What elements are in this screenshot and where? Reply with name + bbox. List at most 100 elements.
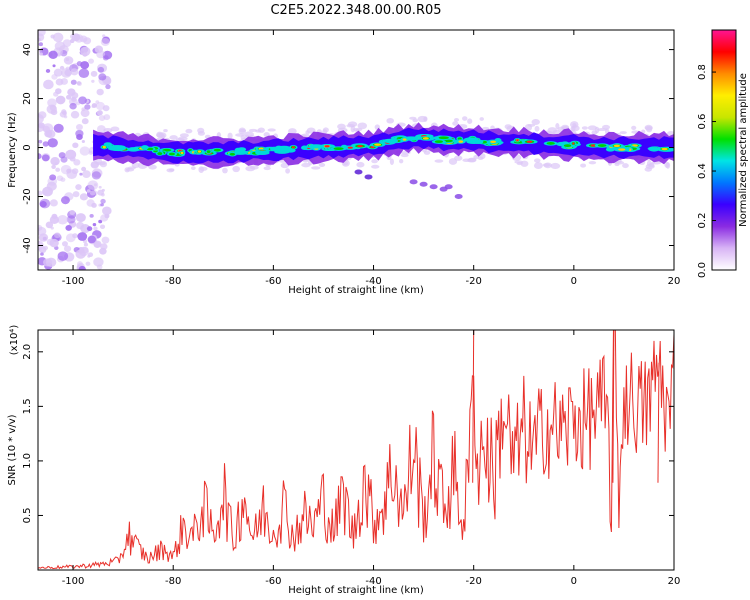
halo-blob — [311, 166, 321, 170]
noise-blob — [50, 109, 58, 116]
halo-blob — [95, 161, 106, 166]
halo-blob — [227, 132, 233, 140]
noise-blob — [71, 168, 79, 175]
noise-blob — [40, 252, 44, 256]
halo-blob — [318, 162, 326, 168]
colorbar: 0.0 0.2 0.4 0.6 0.8 Normalized spectral ampl… — [697, 29, 749, 278]
snr-peak — [612, 330, 615, 483]
y-tick-label: 40 — [22, 43, 33, 56]
colorbar-ticks: 0.0 0.2 0.4 0.6 0.8 — [697, 64, 716, 278]
band-core — [111, 145, 126, 150]
noise-blob — [76, 221, 85, 230]
noise-blob — [89, 190, 96, 196]
x-tick-label: -20 — [466, 576, 482, 587]
halo-blob — [232, 165, 240, 173]
band-core — [291, 146, 295, 149]
halo-blob — [163, 128, 168, 133]
noise-blob — [63, 245, 72, 252]
halo-blob — [664, 161, 670, 168]
band-core — [180, 151, 184, 155]
noise-blob — [92, 223, 97, 227]
noise-blob — [61, 241, 68, 247]
figure-title: C2E5.2022.348.00.00.R05 — [270, 3, 441, 18]
band-core — [526, 140, 533, 143]
halo-blob — [581, 126, 588, 130]
noise-blob — [47, 98, 57, 107]
streak-blob — [409, 179, 418, 185]
halo-blob — [166, 168, 175, 173]
noise-blob — [69, 102, 77, 110]
halo-blob — [197, 127, 205, 134]
noise-blob — [81, 166, 87, 172]
noise-blob — [75, 184, 82, 190]
colorbar-tick-label: 0.0 — [697, 262, 708, 278]
noise-blob — [39, 198, 51, 209]
halo-blob — [542, 163, 551, 167]
halo-blob — [531, 119, 540, 126]
halo-blob — [516, 161, 523, 166]
colorbar-tick-label: 0.2 — [697, 213, 708, 229]
noise-blob — [70, 79, 77, 85]
x-tick-label: 0 — [571, 276, 577, 287]
noise-blob — [97, 110, 103, 116]
band-core — [434, 140, 444, 144]
noise-blob — [100, 38, 110, 47]
noise-blob — [96, 88, 104, 96]
halo-blob — [520, 160, 529, 167]
band-core — [572, 142, 575, 145]
band-core — [102, 145, 106, 149]
noise-blob — [43, 79, 54, 90]
noise-blob — [93, 226, 98, 231]
y-tick-label: 0 — [22, 144, 33, 150]
noise-blob — [38, 122, 45, 129]
noise-blob — [49, 174, 57, 181]
snr-marks — [38, 330, 674, 570]
noise-blob — [64, 69, 72, 77]
noise-blob — [65, 66, 70, 71]
band-core — [402, 138, 407, 141]
noise-blob — [53, 68, 63, 77]
noise-blob — [48, 50, 58, 59]
noise-blob — [80, 109, 90, 118]
halo-blob — [322, 127, 329, 133]
noise-blob — [43, 258, 53, 267]
noise-blob — [79, 146, 90, 156]
noise-blob — [43, 245, 49, 251]
noise-blob — [45, 68, 51, 73]
noise-blob — [84, 104, 91, 110]
y-tick-label: -40 — [22, 237, 33, 253]
noise-blob — [60, 78, 68, 85]
x-tick-label: 20 — [668, 276, 681, 287]
halo-blob — [534, 125, 540, 132]
noise-blob — [86, 226, 93, 232]
halo-blob — [148, 164, 157, 170]
noise-blob — [77, 232, 88, 241]
noise-blob — [98, 115, 106, 122]
band-core — [333, 147, 344, 151]
noise-blob — [38, 139, 43, 144]
x-tick-label: -100 — [62, 276, 85, 287]
halo-blob — [467, 118, 473, 125]
band-core — [357, 145, 364, 148]
band-core — [206, 150, 211, 154]
noise-blob — [60, 196, 70, 205]
snr-frame — [37, 329, 675, 571]
band-core — [458, 140, 464, 143]
noise-blob — [85, 261, 91, 266]
band-core — [516, 139, 519, 142]
halo-blob — [622, 163, 629, 169]
streak-blob — [354, 169, 363, 175]
noise-blob — [100, 198, 106, 204]
noise-blob — [91, 104, 96, 109]
band-core — [277, 145, 291, 151]
noise-blob — [79, 35, 88, 43]
noise-blob — [70, 110, 80, 119]
halo-blob — [597, 128, 607, 132]
halo-blob — [386, 117, 394, 124]
noise-blob — [65, 224, 72, 231]
spectrogram-panel: -100 -80 -60 -40 -20 0 20 -40 -20 0 20 40 Height o… — [7, 29, 681, 296]
noise-blob — [79, 172, 83, 176]
noise-blob — [91, 79, 95, 83]
halo-blob — [399, 158, 404, 164]
halo-blob — [580, 163, 587, 168]
